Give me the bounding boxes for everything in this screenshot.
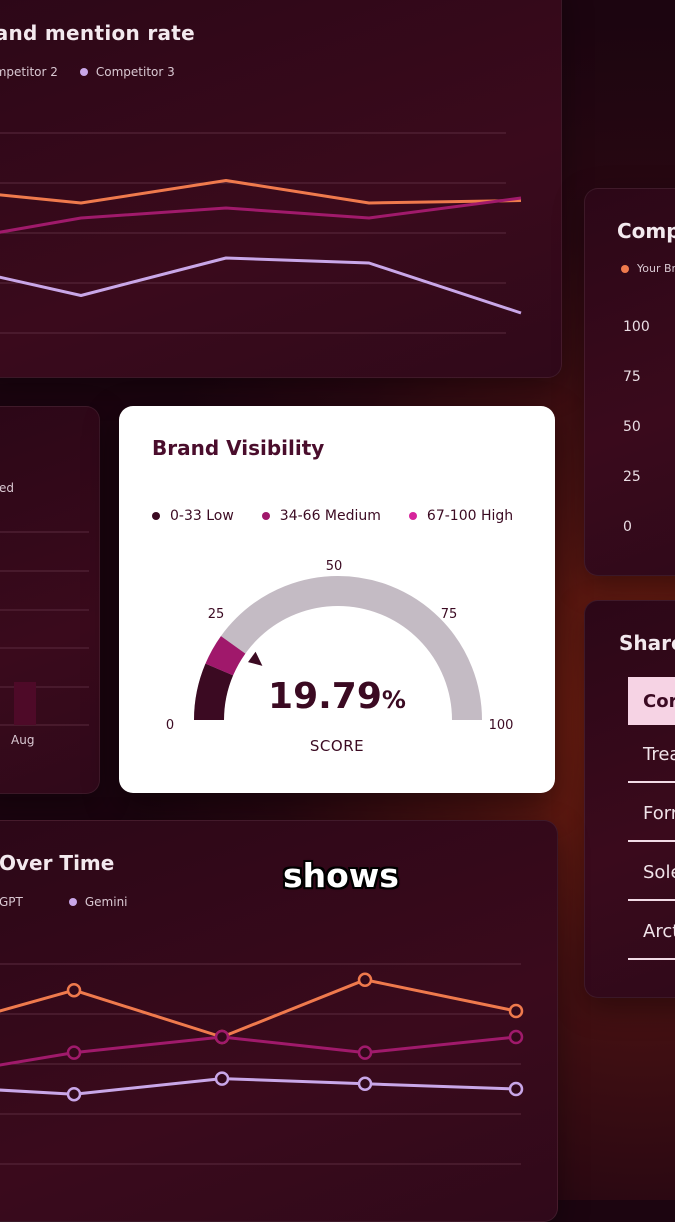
line-chart	[0, 132, 522, 334]
share-table-row[interactable]: Sole	[628, 845, 675, 901]
legend-label: Competitor 3	[95, 65, 175, 79]
gauge-pointer	[248, 651, 263, 666]
chart-legend: Competitor 2 Competitor 3	[0, 65, 175, 79]
legend-fragment: ed	[0, 481, 14, 495]
x-tick-label: Aug	[11, 733, 35, 747]
series-point-1	[214, 1029, 230, 1045]
series-point-1	[357, 1045, 373, 1060]
legend-dot	[621, 264, 629, 273]
legend-label: Competitor 2	[0, 65, 58, 79]
series-point-0	[357, 972, 373, 988]
y-tick: 25	[623, 469, 641, 485]
score-number: 19.79	[268, 676, 382, 717]
legend-label: 67-100 High	[426, 508, 514, 524]
legend-dot	[408, 512, 417, 520]
share-table-header: Cor	[628, 677, 675, 725]
over-time-panel: Over Time GPT Gemini	[0, 820, 558, 1222]
legend-item-your-brand: Your Br	[621, 262, 675, 275]
legend-label: Gemini	[84, 895, 128, 909]
visibility-legend: 0-33 Low 34-66 Medium 67-100 High	[152, 508, 513, 524]
share-table-row[interactable]: Arct	[628, 904, 675, 960]
y-tick: 75	[623, 369, 641, 385]
score-value: 19.79%	[119, 676, 555, 717]
score-unit: %	[381, 686, 406, 714]
series-point-2	[214, 1071, 230, 1086]
bar-chart	[0, 531, 89, 726]
video-caption: shows	[283, 856, 399, 895]
legend-item-competitor-3: Competitor 3	[79, 65, 175, 79]
gauge-tick-0: 0	[166, 718, 174, 733]
gauge-fill-medium	[205, 636, 246, 676]
series-point-1	[508, 1029, 524, 1045]
card-title: Brand Visibility	[152, 436, 325, 460]
legend-dot	[152, 512, 160, 520]
gauge-tick-25: 25	[208, 607, 225, 622]
bar-aug	[14, 682, 36, 725]
series-point-2	[66, 1086, 82, 1102]
panel-title: Over Time	[0, 851, 115, 875]
panel-title: Share	[619, 631, 675, 655]
gauge-tick-75: 75	[441, 607, 458, 622]
competitor-panel: Comp Your Br 100 75 50 25 0	[584, 188, 675, 576]
legend-item-high: 67-100 High	[408, 508, 514, 524]
y-tick: 0	[623, 519, 632, 535]
share-panel: Share	[584, 600, 675, 998]
legend-label: 0-33 Low	[170, 508, 234, 524]
legend-item-gemini: Gemini	[68, 895, 128, 909]
y-tick: 100	[623, 319, 650, 335]
y-tick: 50	[623, 419, 641, 435]
series-point-2	[508, 1081, 524, 1097]
series-point-1	[66, 1045, 82, 1060]
legend-label: Your Br	[637, 262, 675, 275]
left-bar-panel: ed Aug	[0, 406, 100, 794]
score-gauge: 0 25 50 75 100	[166, 559, 514, 733]
legend-item-medium: 34-66 Medium	[261, 508, 381, 524]
legend-label: 34-66 Medium	[279, 508, 381, 524]
panel-title: Comp	[617, 219, 675, 243]
series-line-1	[0, 196, 522, 234]
share-table-row[interactable]: Trea	[628, 727, 675, 783]
chart-legend: Your Br	[621, 262, 675, 275]
series-point-2	[357, 1076, 373, 1092]
legend-dot	[261, 512, 270, 520]
series-line-2	[0, 256, 522, 315]
legend-label: GPT	[0, 895, 23, 909]
series-line-0	[0, 179, 522, 205]
chart-legend: GPT Gemini	[0, 895, 128, 909]
panel-title: Brand mention rate	[0, 21, 196, 45]
score-label: SCORE	[309, 737, 365, 755]
legend-dot	[79, 68, 88, 76]
gauge-tick-100: 100	[489, 718, 514, 733]
legend-item-competitor-2: Competitor 2	[0, 65, 58, 79]
legend-item-gpt: GPT	[0, 895, 23, 909]
gauge-fill-low	[194, 663, 234, 721]
legend-item-low: 0-33 Low	[152, 508, 234, 524]
gauge-tick-50: 50	[326, 559, 343, 574]
brand-mention-rate-panel: Brand mention rate Competitor 2 Competit…	[0, 0, 562, 378]
legend-dot	[68, 898, 77, 906]
share-table-row[interactable]: Forr	[628, 786, 675, 842]
line-chart	[0, 963, 524, 1165]
brand-visibility-card: Brand Visibility 0-33 Low 34-66 Medium 6…	[119, 406, 555, 793]
series-point-0	[66, 982, 82, 998]
series-point-0	[508, 1003, 524, 1019]
